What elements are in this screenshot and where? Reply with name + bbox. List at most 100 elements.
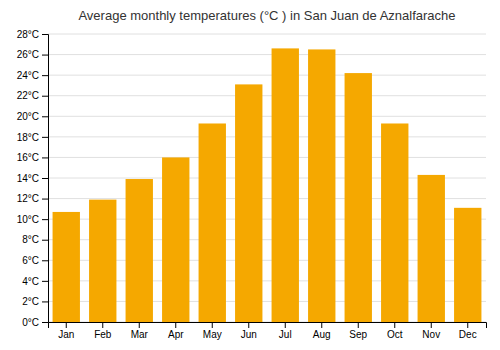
grid-line: [48, 116, 486, 117]
y-tick-label: 8°C: [22, 234, 39, 245]
x-tick-mark: [431, 322, 432, 328]
x-tick-label: Oct: [387, 329, 403, 340]
y-tick: 24°C: [17, 70, 48, 81]
y-tick-mark: [42, 96, 48, 97]
y-tick-label: 6°C: [22, 255, 39, 266]
y-tick-mark: [42, 137, 48, 138]
y-tick: 18°C: [17, 132, 48, 143]
x-tick: May: [203, 322, 222, 340]
y-tick-label: 28°C: [17, 29, 39, 40]
y-tick-mark: [42, 34, 48, 35]
chart: 0°C 2°C 4°C 6°C 8°C 10°C 12°C 14°C 16°C 18°C 20°C 2…: [0, 0, 500, 350]
y-tick: 2°C: [22, 296, 48, 307]
plot: 0°C 2°C 4°C 6°C 8°C 10°C 12°C 14°C 16°C 18°C 20°C 2…: [17, 29, 487, 340]
bar: [345, 73, 372, 322]
y-tick: 14°C: [17, 173, 48, 184]
y-tick-mark: [42, 75, 48, 76]
y-tick-mark: [42, 281, 48, 282]
bar: [454, 208, 481, 322]
x-tick-mark: [66, 322, 67, 328]
bars: [53, 48, 482, 322]
x-tick-label: Nov: [422, 329, 440, 340]
bar: [308, 49, 335, 322]
x-tick-mark: [212, 322, 213, 328]
x-tick-mark: [394, 322, 395, 328]
x-tick-mark: [139, 322, 140, 328]
x-tick: Feb: [94, 322, 112, 340]
y-tick-label: 16°C: [17, 152, 39, 163]
y-tick: 10°C: [17, 214, 48, 225]
y-tick-label: 4°C: [22, 276, 39, 287]
x-tick: Nov: [422, 322, 440, 340]
grid: [48, 34, 486, 322]
x-axis: Jan Feb Mar Apr May Jun Jul Aug Sep Oct Nov Dec: [49, 322, 487, 340]
x-tick-mark: [248, 322, 249, 328]
x-tick: Mar: [131, 322, 149, 340]
x-tick-label: Jan: [58, 329, 74, 340]
bar: [381, 123, 408, 322]
x-tick-mark: [321, 322, 322, 328]
y-axis-line: [42, 35, 49, 323]
bar: [162, 157, 189, 322]
x-tick: Sep: [349, 322, 367, 340]
y-tick-label: 26°C: [17, 49, 39, 60]
x-tick-mark: [285, 322, 286, 328]
x-tick: Jul: [279, 322, 292, 340]
y-tick: 8°C: [22, 234, 48, 245]
x-tick-label: Apr: [168, 329, 184, 340]
y-tick-label: 20°C: [17, 111, 39, 122]
y-tick: 16°C: [17, 152, 48, 163]
x-tick-mark: [102, 322, 103, 328]
y-tick-label: 12°C: [17, 193, 39, 204]
x-tick: Dec: [459, 322, 477, 340]
x-tick-mark: [467, 322, 468, 328]
y-tick-label: 0°C: [22, 317, 39, 328]
bar: [53, 212, 80, 322]
y-tick-label: 10°C: [17, 214, 39, 225]
grid-line: [48, 95, 486, 96]
x-tick-mark: [358, 322, 359, 328]
y-tick: 6°C: [22, 255, 48, 266]
bar: [89, 200, 116, 322]
x-tick-mark: [175, 322, 176, 328]
bar: [418, 175, 445, 322]
y-tick: 12°C: [17, 193, 48, 204]
y-tick: 26°C: [17, 49, 48, 60]
x-tick-label: May: [203, 329, 222, 340]
x-tick-label: Aug: [313, 329, 331, 340]
y-tick: 28°C: [17, 29, 48, 40]
grid-line: [48, 34, 486, 35]
y-tick: 20°C: [17, 111, 48, 122]
grid-line: [48, 136, 486, 137]
y-tick-mark: [42, 219, 48, 220]
y-tick-mark: [42, 260, 48, 261]
x-tick-label: Feb: [94, 329, 112, 340]
grid-line: [48, 157, 486, 158]
bar: [199, 123, 226, 322]
bar: [272, 48, 299, 322]
bar: [235, 84, 262, 322]
x-tick-label: Mar: [131, 329, 149, 340]
y-tick-label: 22°C: [17, 90, 39, 101]
y-tick: 22°C: [17, 90, 48, 101]
y-tick-mark: [42, 301, 48, 302]
y-tick-mark: [42, 55, 48, 56]
y-tick-label: 24°C: [17, 70, 39, 81]
grid-line: [48, 75, 486, 76]
y-tick-mark: [42, 199, 48, 200]
x-tick: Apr: [168, 322, 184, 340]
x-tick: Jun: [241, 322, 257, 340]
y-tick-mark: [42, 240, 48, 241]
grid-line: [48, 54, 486, 55]
y-tick-mark: [42, 178, 48, 179]
y-tick: 4°C: [22, 276, 48, 287]
y-tick-mark: [42, 116, 48, 117]
y-tick: 0°C: [22, 317, 48, 328]
y-tick-label: 2°C: [22, 296, 39, 307]
x-tick: Oct: [387, 322, 403, 340]
title: Average monthly temperatures (°C ) in Sa…: [78, 8, 455, 23]
bar: [126, 179, 153, 322]
x-tick-label: Jul: [279, 329, 292, 340]
x-tick-label: Dec: [459, 329, 477, 340]
x-tick-label: Sep: [349, 329, 367, 340]
